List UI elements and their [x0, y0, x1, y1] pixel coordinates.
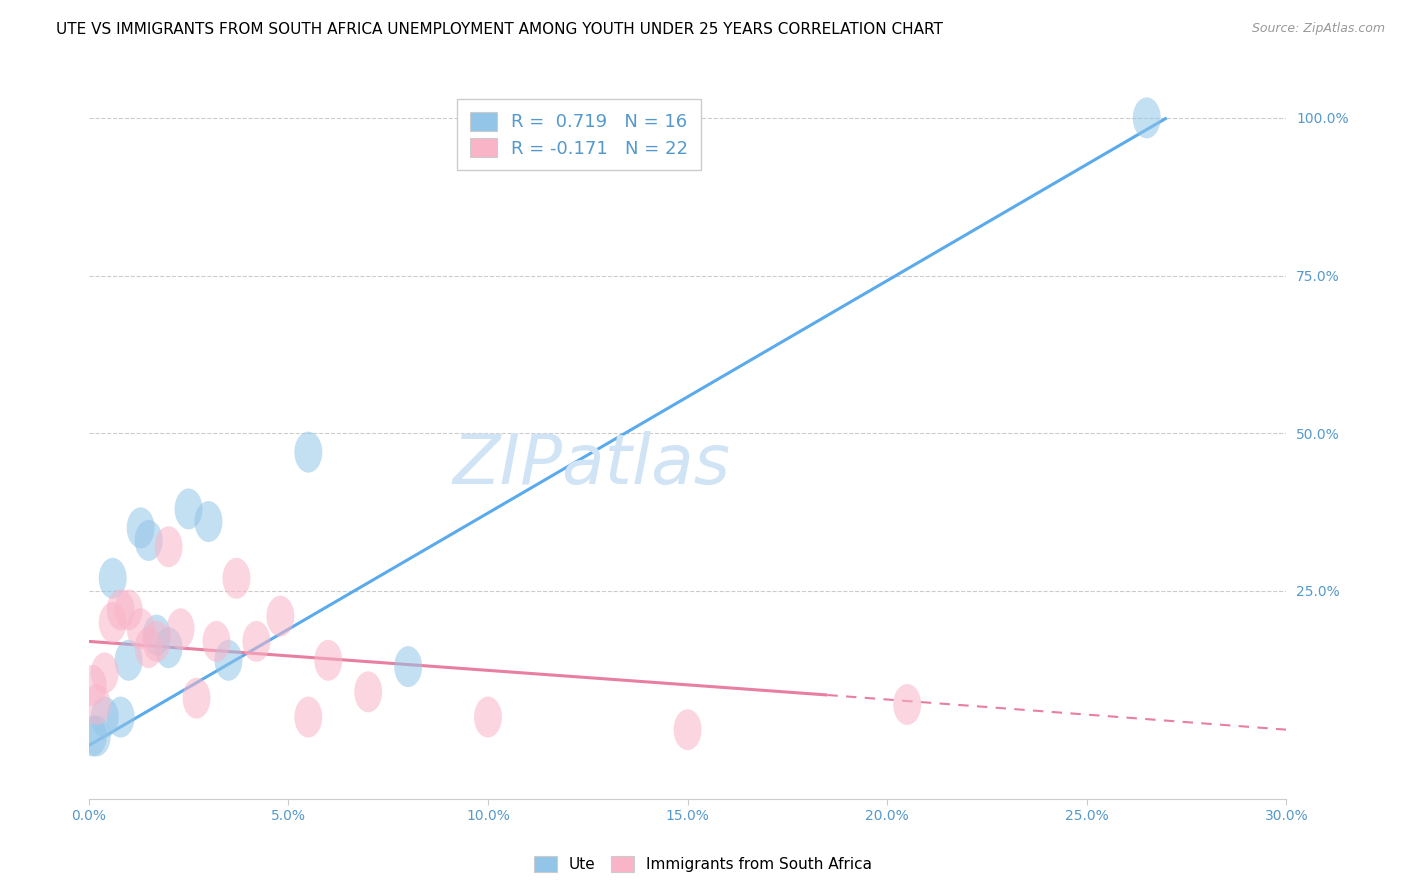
Text: ZIPatlas: ZIPatlas — [453, 431, 731, 498]
Ellipse shape — [79, 715, 107, 756]
Text: Source: ZipAtlas.com: Source: ZipAtlas.com — [1251, 22, 1385, 36]
Ellipse shape — [107, 590, 135, 631]
Ellipse shape — [166, 608, 194, 649]
Ellipse shape — [83, 715, 111, 756]
Ellipse shape — [115, 640, 142, 681]
Ellipse shape — [91, 697, 118, 738]
Ellipse shape — [354, 672, 382, 713]
Ellipse shape — [135, 520, 163, 561]
Ellipse shape — [127, 608, 155, 649]
Ellipse shape — [893, 684, 921, 725]
Ellipse shape — [474, 697, 502, 738]
Ellipse shape — [142, 615, 170, 656]
Ellipse shape — [142, 621, 170, 662]
Ellipse shape — [83, 684, 111, 725]
Ellipse shape — [315, 640, 342, 681]
Ellipse shape — [394, 646, 422, 687]
Ellipse shape — [174, 489, 202, 530]
Ellipse shape — [98, 558, 127, 599]
Ellipse shape — [242, 621, 270, 662]
Ellipse shape — [215, 640, 242, 681]
Ellipse shape — [98, 602, 127, 643]
Ellipse shape — [194, 501, 222, 542]
Ellipse shape — [1133, 97, 1161, 138]
Ellipse shape — [135, 627, 163, 668]
Ellipse shape — [107, 697, 135, 738]
Ellipse shape — [183, 678, 211, 719]
Ellipse shape — [266, 596, 294, 637]
Ellipse shape — [155, 526, 183, 567]
Ellipse shape — [294, 697, 322, 738]
Ellipse shape — [202, 621, 231, 662]
Ellipse shape — [91, 652, 118, 693]
Ellipse shape — [155, 627, 183, 668]
Text: UTE VS IMMIGRANTS FROM SOUTH AFRICA UNEMPLOYMENT AMONG YOUTH UNDER 25 YEARS CORR: UTE VS IMMIGRANTS FROM SOUTH AFRICA UNEM… — [56, 22, 943, 37]
Ellipse shape — [294, 432, 322, 473]
Legend: Ute, Immigrants from South Africa: Ute, Immigrants from South Africa — [526, 848, 880, 880]
Ellipse shape — [79, 665, 107, 706]
Legend: R =  0.719   N = 16, R = -0.171   N = 22: R = 0.719 N = 16, R = -0.171 N = 22 — [457, 99, 702, 170]
Ellipse shape — [222, 558, 250, 599]
Ellipse shape — [127, 508, 155, 549]
Ellipse shape — [115, 590, 142, 631]
Ellipse shape — [673, 709, 702, 750]
